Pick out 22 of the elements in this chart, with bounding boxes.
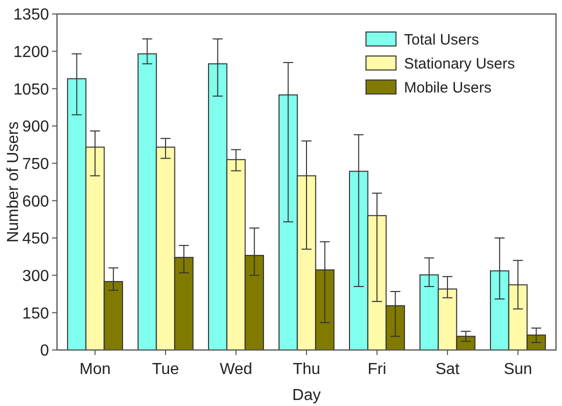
legend-label: Mobile Users — [404, 79, 492, 96]
x-tick-label: Thu — [292, 361, 320, 378]
y-tick-label: 1050 — [13, 81, 50, 98]
legend-label: Total Users — [404, 31, 480, 48]
y-axis-title: Number of Users — [5, 122, 22, 242]
y-tick-label: 750 — [22, 156, 50, 173]
x-axis-title: Day — [292, 387, 321, 404]
x-tick-label: Sun — [504, 361, 532, 378]
x-tick-label: Wed — [220, 361, 252, 378]
x-tick-label: Sat — [435, 361, 460, 378]
legend-label: Stationary Users — [404, 55, 515, 72]
y-tick-label: 600 — [22, 193, 50, 210]
y-tick-label: 1200 — [13, 44, 50, 61]
y-tick-label: 900 — [22, 118, 50, 136]
y-tick-label: 1350 — [13, 6, 50, 24]
y-tick-label: 150 — [22, 305, 50, 322]
y-tick-label: 0 — [40, 342, 50, 360]
x-tick-label: Mon — [79, 361, 111, 378]
x-tick-label: Tue — [152, 361, 180, 378]
x-tick-label: Fri — [368, 361, 386, 378]
y-tick-label: 300 — [22, 268, 50, 285]
y-tick-label: 450 — [22, 230, 50, 248]
